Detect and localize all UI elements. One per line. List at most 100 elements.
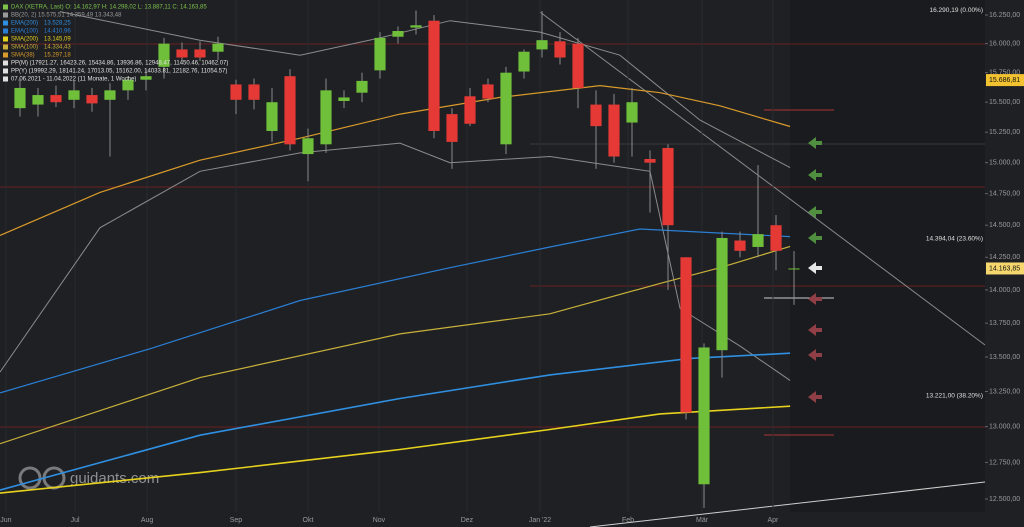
candle-body	[716, 237, 728, 351]
price-tag-label: 14.163,85	[989, 265, 1020, 272]
arrow	[808, 293, 822, 305]
band-line	[59, 11, 791, 169]
candle-body	[86, 95, 98, 104]
x-tick-label: Nov	[373, 517, 386, 524]
legend-icon	[3, 44, 8, 50]
candle-body	[572, 43, 584, 88]
x-tick-label: Apr	[767, 517, 779, 524]
logo-ring	[18, 466, 42, 490]
candle-body	[230, 84, 242, 100]
arrow	[808, 232, 822, 244]
y-tick-label: 14.750,00	[989, 191, 1020, 198]
candle-body	[536, 40, 548, 50]
annotation: 16.290,19 (0.00%)	[930, 7, 983, 14]
legend-icon	[3, 68, 8, 74]
legend-icon	[3, 60, 8, 66]
y-tick-label: 16.250,00	[989, 12, 1020, 19]
legend-icon	[3, 20, 8, 26]
candle-body	[698, 347, 710, 485]
candle-body	[392, 30, 404, 37]
candle-body	[428, 20, 440, 131]
y-tick-label: 12.750,00	[989, 459, 1020, 466]
y-tick-label: 15.500,00	[989, 99, 1020, 106]
y-tick-label: 14.500,00	[989, 222, 1020, 229]
x-tick-label: Jan '22	[529, 517, 551, 524]
legend-value: 15.297,18	[44, 53, 71, 59]
price-tag-label: 15.686,81	[989, 77, 1020, 84]
legend-value: 13.528,25	[44, 21, 71, 27]
y-tick-label: 13.000,00	[989, 423, 1020, 430]
y-tick-label: 13.500,00	[989, 354, 1020, 361]
price-tag	[986, 74, 1024, 87]
y-tick-label: 16.000,00	[989, 40, 1020, 47]
legend-icon	[3, 52, 8, 58]
watermark: guidants.com	[70, 470, 159, 487]
indicator-line	[0, 84, 791, 236]
indicator-line	[0, 405, 791, 494]
candle-body	[302, 138, 314, 155]
candle-body	[644, 158, 656, 163]
candle-body	[176, 49, 188, 58]
legend-icon	[3, 76, 8, 82]
legend-entry: EMA(200)	[11, 21, 38, 27]
candle-layer	[14, 10, 800, 508]
candle-body	[320, 90, 332, 145]
x-tick-label: Okt	[303, 517, 314, 524]
x-tick-label: Jul	[71, 517, 80, 524]
indicator-line	[0, 228, 791, 394]
candle-body	[122, 79, 134, 91]
price-tag	[986, 262, 1024, 275]
candle-body	[410, 25, 422, 28]
candle-body	[752, 234, 764, 247]
legend-icon	[3, 36, 8, 42]
x-tick-label: Aug	[141, 517, 154, 524]
arrow	[808, 169, 822, 181]
candle-body	[248, 84, 260, 100]
y-tick-label: 12.500,00	[989, 496, 1020, 503]
candle-body	[446, 114, 458, 142]
candle-body	[626, 102, 638, 123]
candle-body	[734, 240, 746, 251]
candle-body	[608, 104, 620, 157]
x-tick-label: Jun	[0, 517, 11, 524]
candle-body	[554, 41, 566, 58]
candle-body	[518, 51, 530, 72]
candle-body	[500, 72, 512, 145]
legend-value: 13.145,09	[44, 37, 71, 43]
y-tick-label: 14.250,00	[989, 254, 1020, 261]
candle-body	[464, 96, 476, 124]
legend-entry: SMA(38)	[11, 53, 35, 59]
arrow	[808, 206, 822, 218]
annotation: 14.394,04 (23.60%)	[926, 235, 983, 242]
candle-body	[662, 147, 674, 226]
legend-text: 07.06.2021 - 11.04.2022 (11 Monate, 1 Wo…	[11, 77, 136, 83]
arrow	[808, 262, 822, 274]
trend-line	[539, 11, 986, 346]
target-marks	[764, 109, 834, 436]
candle-body	[194, 49, 206, 58]
y-tick-label: 13.250,00	[989, 388, 1020, 395]
candle-body	[266, 102, 278, 131]
legend-text: BB(20, 2) 15.575,51 14.359,49 13.343,48	[11, 13, 122, 19]
x-tick-label: Mär	[696, 517, 709, 524]
arrow	[808, 349, 822, 361]
candle-body	[338, 97, 350, 102]
candle-body	[158, 43, 170, 67]
legend-text: DAX (XETRA, Last) O: 14.162,97 H: 14.298…	[11, 5, 207, 11]
arrow	[808, 324, 822, 336]
legend-entry: SMA(200)	[11, 37, 38, 43]
band-line	[0, 142, 791, 381]
text-layer: Jun Jul Aug Sep Okt Nov Dez Jan '22 Feb Mär Apr 12.…	[0, 4, 1024, 524]
candle-body	[140, 76, 152, 80]
signal-arrows	[808, 137, 822, 403]
candle-body	[590, 104, 602, 127]
legend-icon	[3, 28, 8, 34]
trend-line	[589, 481, 986, 527]
candle-body	[356, 80, 368, 93]
candle-body	[482, 84, 494, 99]
legend-text: PP(Y) (19992.29, 18141.24, 17013.05, 151…	[11, 69, 227, 75]
legend-icon	[3, 4, 8, 10]
legend-entry: EMA(100)	[11, 29, 38, 35]
y-tick-label: 15.250,00	[989, 129, 1020, 136]
